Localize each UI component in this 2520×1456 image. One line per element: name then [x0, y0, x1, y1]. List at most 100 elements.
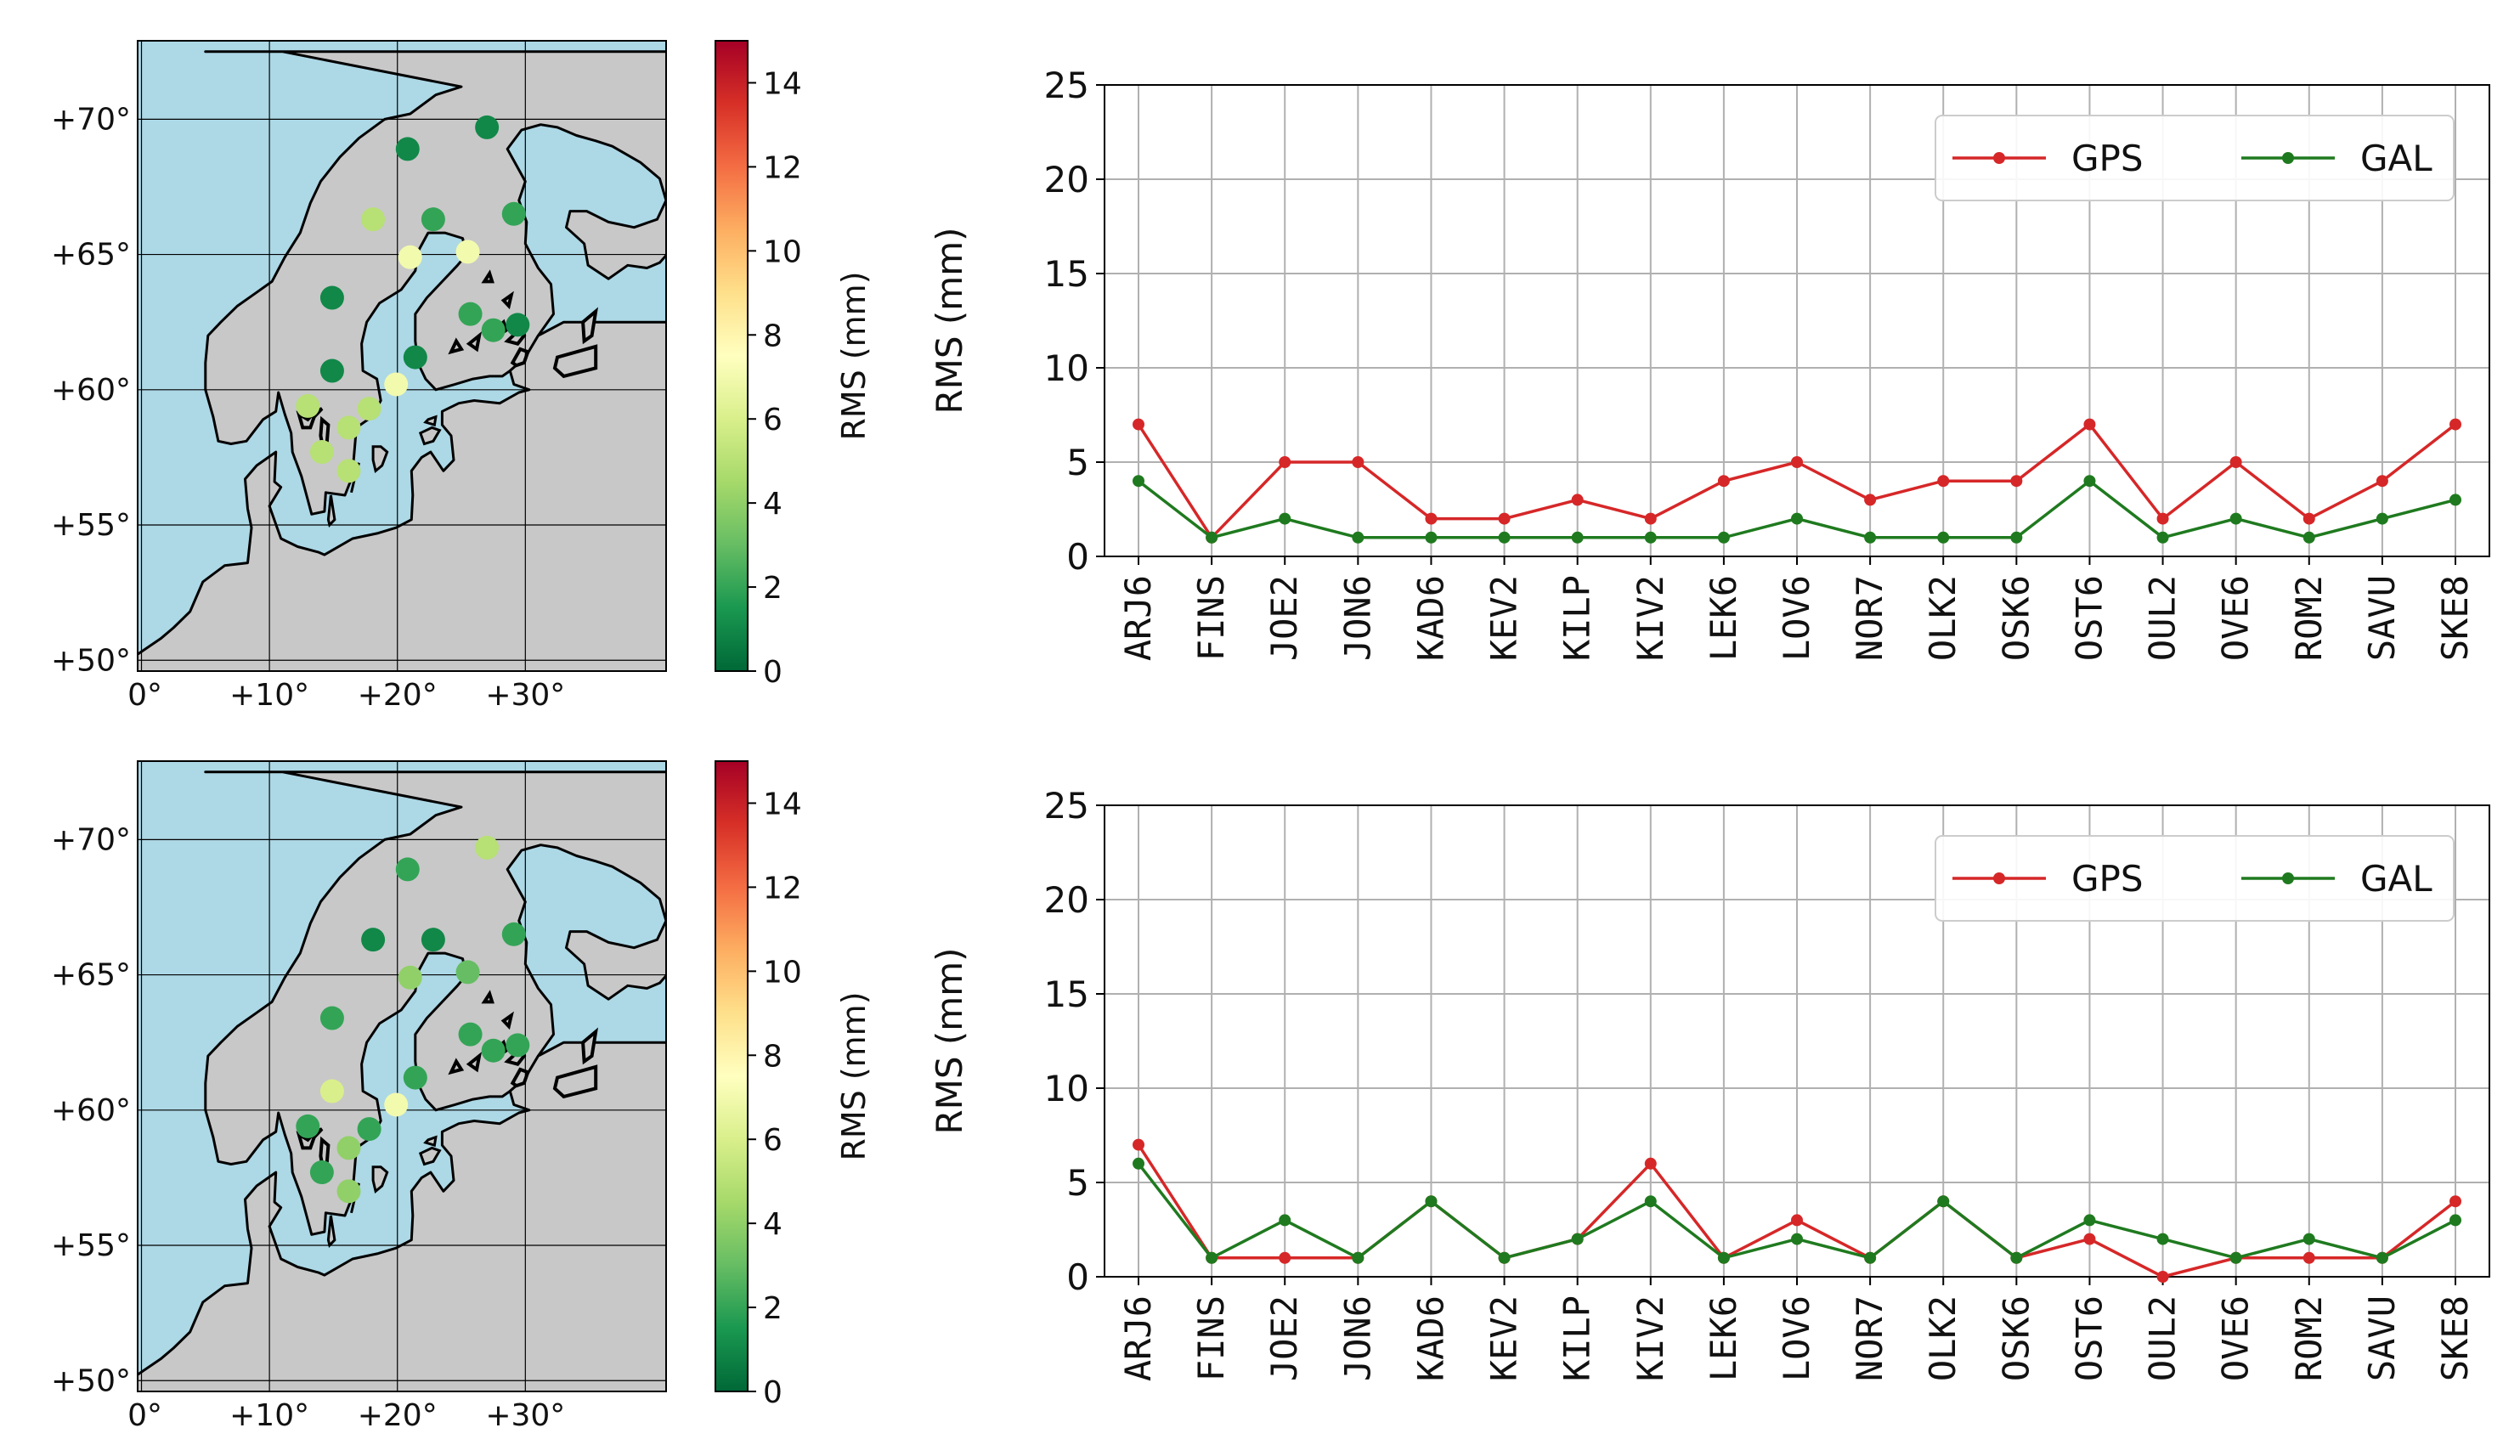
station-marker-osk6 — [319, 1006, 344, 1030]
station-marker-jon6 — [309, 440, 334, 465]
data-point-gal — [1644, 531, 1657, 544]
lake-outline — [552, 344, 598, 379]
station-map-top: +50° +55° +60° +65° +70° 0° +10° +20° +30° — [51, 40, 667, 713]
lat-tick-label: +50° — [51, 1363, 131, 1398]
lon-tick-label: +10° — [229, 1398, 309, 1433]
station-marker-ove6 — [421, 207, 445, 232]
lake-outline — [510, 1067, 530, 1088]
data-point-gal — [1937, 531, 1950, 544]
data-point-gps — [1644, 1157, 1657, 1170]
colorbar-top: 0 2 4 6 8 10 12 14 RMS (mm) — [715, 40, 873, 690]
data-point-gal — [1279, 512, 1291, 525]
data-point-gal — [1717, 531, 1730, 544]
station-marker-kev2 — [475, 835, 500, 860]
colorbar-gradient — [715, 760, 749, 1392]
data-point-gps — [2083, 1233, 2096, 1245]
data-point-gal — [1133, 1157, 1144, 1170]
data-point-gal — [1425, 1195, 1438, 1208]
x-tick-label: KEV2 — [1483, 1295, 1525, 1381]
x-tick-label: JOE2 — [1263, 1295, 1305, 1381]
x-tick-label: OST6 — [2068, 1295, 2110, 1381]
x-tick-label: KILP — [1557, 1295, 1598, 1381]
x-tick-label: SKE8 — [2434, 1295, 2476, 1381]
data-point-gal — [1644, 1195, 1657, 1208]
station-marker-nor7 — [336, 1136, 361, 1160]
station-marker-kiv2 — [458, 1022, 483, 1047]
lon-tick-label: 0° — [127, 678, 162, 713]
colorbar-tick-label: 2 — [763, 1291, 783, 1326]
lake-outline — [466, 1052, 483, 1073]
line-chart-top: 0 5 10 15 20 25 RMS (mm) ARJ6 FINS JOE2 JON6 KAD6 KE… — [929, 65, 2490, 661]
data-point-gps — [1279, 1251, 1291, 1264]
data-point-gps — [1498, 512, 1511, 525]
station-marker-ske8 — [296, 393, 320, 418]
station-marker-rom2 — [403, 1065, 427, 1090]
station-marker-savu — [481, 1038, 506, 1063]
lon-tick-label: +10° — [229, 678, 309, 713]
lake-outline — [448, 1058, 465, 1075]
data-point-gal — [1206, 531, 1218, 544]
colorbar-tick-label: 4 — [763, 487, 783, 522]
island — [371, 1165, 389, 1194]
data-point-gal — [2010, 531, 2023, 544]
x-tick-label: FINS — [1190, 1295, 1232, 1381]
station-marker-jon6 — [309, 1160, 334, 1185]
colorbar-tick-label: 2 — [763, 571, 783, 606]
x-tick-label: FINS — [1190, 575, 1232, 661]
data-point-gal — [1206, 1251, 1218, 1264]
data-point-gal — [2156, 531, 2169, 544]
lat-tick-label: +55° — [51, 508, 131, 543]
y-tick-label: 5 — [1066, 1162, 1089, 1204]
station-marker-fins — [384, 1092, 409, 1117]
y-tick-label: 10 — [1044, 347, 1089, 389]
station-marker-joe2 — [506, 313, 530, 337]
station-marker-olk2 — [501, 922, 526, 946]
station-marker-kilp — [395, 137, 420, 161]
line-chart-bottom: 0 5 10 15 20 25 RMS (mm) ARJ6 FINS JOE2 JON6 KAD6 KE… — [929, 785, 2490, 1381]
x-tick-label: KIV2 — [1630, 575, 1671, 661]
legend-swatch-marker — [2282, 152, 2294, 164]
data-point-gps — [1133, 418, 1144, 431]
lon-tick-label: +20° — [358, 678, 438, 713]
station-marker-olk2 — [501, 201, 526, 226]
x-tick-label: LOV6 — [1776, 1295, 1817, 1381]
data-point-gal — [2156, 1233, 2169, 1245]
island — [371, 445, 389, 473]
colorbar-tick-label: 8 — [763, 1039, 783, 1074]
island — [418, 426, 442, 446]
data-point-gal — [2010, 1251, 2023, 1264]
legend-label-gps: GPS — [2071, 138, 2144, 179]
station-marker-oul2 — [455, 960, 480, 985]
data-point-gps — [1937, 475, 1950, 488]
colorbar-tick-label: 14 — [763, 66, 802, 101]
x-tick-label: OST6 — [2068, 575, 2110, 661]
data-point-gal — [1791, 512, 1803, 525]
colorbar-tick-label: 8 — [763, 319, 783, 353]
data-point-gal — [1864, 1251, 1877, 1264]
data-point-gps — [2302, 512, 2315, 525]
station-marker-ove6 — [421, 928, 445, 952]
legend-box — [1935, 835, 2455, 922]
station-marker-kev2 — [475, 115, 500, 139]
colorbar-gradient — [715, 40, 749, 672]
data-point-gal — [2083, 1214, 2096, 1227]
x-tick-label: SAVU — [2361, 575, 2403, 661]
station-marker-ske8 — [296, 1114, 320, 1138]
colorbar-tick-label: 10 — [763, 955, 802, 990]
data-point-gal — [2449, 494, 2461, 506]
data-point-gps — [1571, 494, 1584, 506]
x-tick-label: JOE2 — [1263, 575, 1305, 661]
lat-tick-label: +60° — [51, 373, 131, 408]
data-point-gps — [1717, 475, 1730, 488]
colorbar-label: RMS (mm) — [835, 991, 873, 1160]
lon-tick-label: 0° — [127, 1398, 162, 1433]
y-tick-label: 25 — [1044, 785, 1089, 827]
data-point-gal — [1425, 531, 1438, 544]
data-point-gps — [2010, 475, 2023, 488]
data-point-gal — [1717, 1251, 1730, 1264]
x-tick-label: OLK2 — [1922, 1295, 1963, 1381]
x-tick-label: NOR7 — [1849, 575, 1890, 661]
legend-swatch-marker — [2282, 872, 2294, 884]
data-point-gal — [1571, 1233, 1584, 1245]
data-point-gps — [2302, 1251, 2315, 1264]
